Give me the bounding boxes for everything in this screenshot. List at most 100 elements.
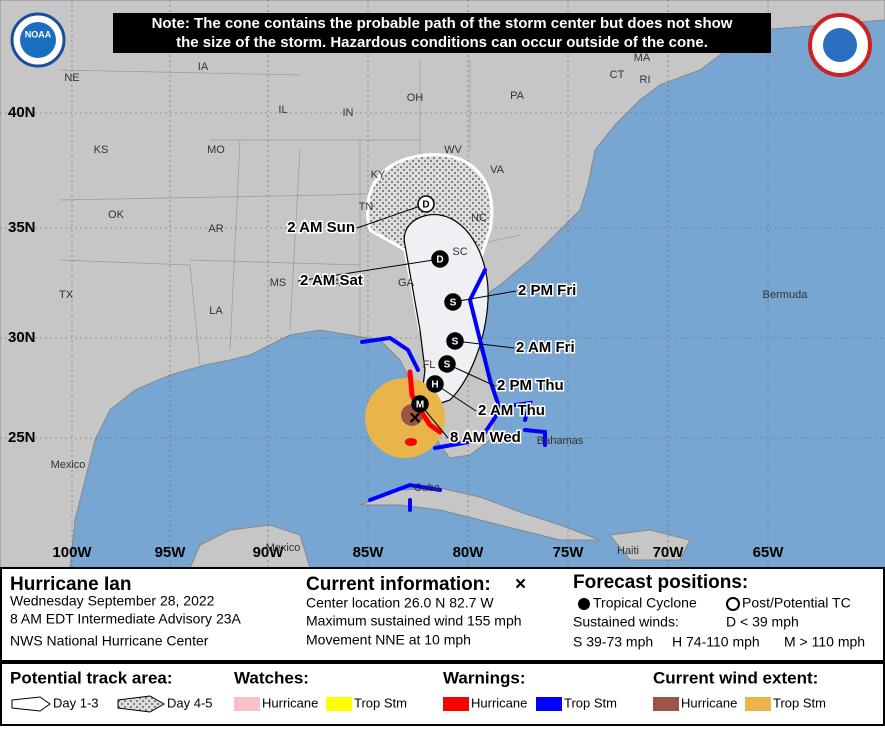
place-label: Mexico xyxy=(51,459,86,471)
place-label: MO xyxy=(207,144,225,156)
logo-text: NOAA xyxy=(25,29,52,39)
place-label: Cuba xyxy=(414,482,441,494)
forecast-symbol: S xyxy=(444,360,451,371)
info-text: Tropical Cyclone xyxy=(593,595,697,611)
place-label: IN xyxy=(343,107,354,119)
forecast-marker xyxy=(411,395,429,413)
latitude-label: 25N xyxy=(8,429,36,446)
note-line: Note: The cone contains the probable pat… xyxy=(152,15,733,32)
legend-dot xyxy=(578,598,590,610)
legend-cone xyxy=(11,696,51,712)
info-text: Trop Stm xyxy=(354,695,407,710)
info-text: Maximum sustained wind 155 mph xyxy=(306,613,522,629)
forecast-marker xyxy=(417,195,435,213)
state-borders xyxy=(59,60,521,366)
place-label: KY xyxy=(371,169,386,181)
place-label: OK xyxy=(108,209,125,221)
place-label: LA xyxy=(209,305,223,317)
longitude-label: 75W xyxy=(553,544,585,561)
info-text: Current wind extent: xyxy=(653,668,818,687)
forecast-marker xyxy=(446,332,464,350)
info-text: Trop Stm xyxy=(564,695,617,710)
swatch xyxy=(653,697,679,711)
place-label: Haiti xyxy=(617,545,639,557)
place-label: GA xyxy=(398,277,415,289)
place-label: NE xyxy=(64,72,79,84)
longitude-label: 65W xyxy=(753,544,785,561)
info-text: Hurricane Ian xyxy=(10,574,131,595)
info-text: D < 39 mph xyxy=(726,614,799,630)
info-text: Potential track area: xyxy=(10,668,173,687)
longitude-label: 100W xyxy=(52,544,92,561)
info-panel xyxy=(0,567,885,662)
place-label: Bermuda xyxy=(763,289,809,301)
forecast-label: 2 PM Fri xyxy=(518,282,576,299)
longitude-label: 80W xyxy=(453,544,485,561)
place-label: MA xyxy=(634,52,651,64)
swatch xyxy=(443,697,469,711)
latitude-label: 30N xyxy=(8,329,36,346)
place-label: SC xyxy=(452,246,467,258)
forecast-label: 8 AM Wed xyxy=(450,429,521,446)
place-label: FL xyxy=(423,359,436,371)
forecast-label: 2 AM Thu xyxy=(478,402,545,419)
forecast-label: 2 AM Sat xyxy=(300,272,363,289)
leader-line xyxy=(446,363,496,387)
swatch xyxy=(745,697,771,711)
info-text: Movement NNE at 10 mph xyxy=(306,632,471,648)
leader-line xyxy=(452,290,517,303)
place-label: IL xyxy=(278,104,287,116)
nws-logo-inner xyxy=(823,28,857,62)
place-label: PA xyxy=(510,90,525,102)
info-text: Hurricane xyxy=(262,695,318,710)
info-text: Current information: xyxy=(306,574,491,595)
cone-day1-3 xyxy=(403,213,489,411)
leader-line xyxy=(356,203,427,229)
forecast-symbol: S xyxy=(450,298,457,309)
info-text: Hurricane xyxy=(471,695,527,710)
latitude-label: 35N xyxy=(8,219,36,236)
latitude-label: 40N xyxy=(8,104,36,121)
info-text: × xyxy=(515,574,526,595)
swatch xyxy=(234,697,260,711)
forecast-marker xyxy=(444,293,462,311)
warning-segment xyxy=(405,438,417,446)
forecast-symbol: D xyxy=(436,255,443,266)
forecast-symbol: D xyxy=(422,200,429,211)
place-label: WV xyxy=(444,144,462,156)
forecast-label: 2 AM Sun xyxy=(287,219,355,236)
hispaniola xyxy=(609,529,691,561)
place-label: Bahamas xyxy=(537,435,584,447)
leader-line xyxy=(297,258,441,282)
legend-panel xyxy=(0,662,885,726)
swatch xyxy=(326,697,352,711)
info-text: Wednesday September 28, 2022 xyxy=(10,593,215,609)
place-label: NC xyxy=(471,212,487,224)
place-label: AR xyxy=(208,223,223,235)
info-text: NWS National Hurricane Center xyxy=(10,633,209,649)
info-text: Post/Potential TC xyxy=(742,595,851,611)
info-text: 8 AM EDT Intermediate Advisory 23A xyxy=(10,611,242,627)
info-text: Hurricane xyxy=(681,695,737,710)
place-label: KS xyxy=(94,144,109,156)
legend-dot xyxy=(726,597,740,611)
place-label: Mexico xyxy=(266,542,301,554)
info-text: Watches: xyxy=(234,668,309,687)
info-text: Sustained winds: xyxy=(573,614,679,630)
place-label: RI xyxy=(640,74,651,86)
longitude-label: 95W xyxy=(155,544,187,561)
note-box xyxy=(113,13,771,53)
forecast-symbol: S xyxy=(452,337,459,348)
info-text: Warnings: xyxy=(443,668,525,687)
place-label: VA xyxy=(490,164,505,176)
swatch xyxy=(536,697,562,711)
current-position: × xyxy=(409,407,421,429)
info-text: Day 1-3 xyxy=(53,695,99,710)
forecast-label: 2 PM Thu xyxy=(497,377,564,394)
info-text: Forecast positions: xyxy=(573,572,748,593)
place-label: MS xyxy=(270,277,287,289)
info-text: Day 4-5 xyxy=(167,695,213,710)
longitude-label: 70W xyxy=(653,544,685,561)
forecast-symbol: H xyxy=(431,380,438,391)
info-text: S 39-73 mph xyxy=(573,634,653,650)
